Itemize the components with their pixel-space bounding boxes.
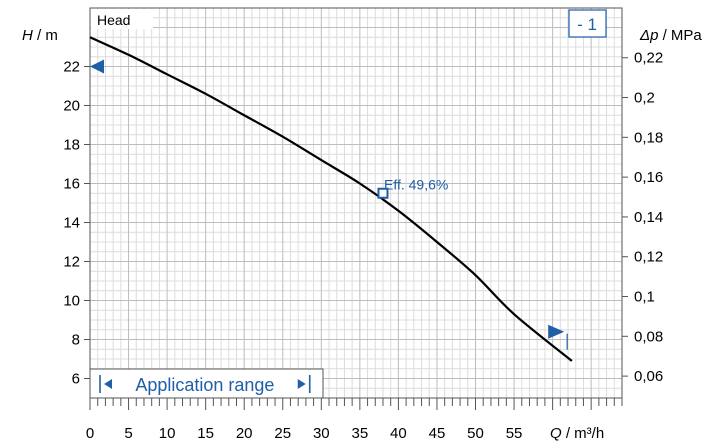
svg-text:H / m: H / m (22, 27, 58, 44)
right-axis-symbol: Δp (639, 27, 658, 44)
x-axis-tick-label: 0 (86, 425, 94, 442)
max-range-triangle-icon (548, 324, 565, 339)
x-axis-tick-label: 45 (429, 425, 446, 442)
left-axis-tick-label: 22 (63, 59, 80, 76)
curve-badge-label: - 1 (577, 15, 597, 34)
left-axis-unit: / m (33, 27, 58, 44)
right-axis-tick-label: 0,2 (634, 90, 655, 107)
plot-frame (89, 7, 623, 399)
right-axis-tick-label: 0,14 (634, 209, 663, 226)
min-range-triangle-icon (90, 59, 104, 74)
svg-text:Δp / MPa: Δp / MPa (639, 27, 702, 44)
x-axis-tick-label: 25 (274, 425, 291, 442)
x-axis-tick-label: 20 (236, 425, 253, 442)
left-axis-tick-label: 12 (63, 254, 80, 271)
x-axis-title: Q / m³/h (550, 425, 604, 442)
x-axis-tick-label: 35 (352, 425, 369, 442)
left-axis-tick-label: 14 (63, 215, 80, 232)
application-range-right-arrow-icon (297, 379, 306, 389)
left-axis-title: H / m (22, 27, 58, 44)
x-axis-tick-label: 30 (313, 425, 330, 442)
right-axis-tick-label: 0,12 (634, 249, 663, 266)
right-axis-ticks: 0,06 0,08 0,1 0,12 0,14 0,16 0,18 0,2 0,22 (622, 50, 663, 385)
x-axis-ticks: 0 5 10 15 20 25 30 35 40 45 50 55 (86, 398, 623, 442)
right-axis-tick-label: 0,1 (634, 289, 655, 306)
x-axis-tick-label: 55 (506, 425, 523, 442)
efficiency-marker[interactable] (377, 187, 389, 199)
right-axis-tick-label: 0,22 (634, 50, 663, 67)
right-axis-title: Δp / MPa (639, 27, 702, 44)
application-range-box[interactable]: Application range (89, 368, 324, 399)
x-axis-tick-label: 50 (467, 425, 484, 442)
left-axis-tick-label: 6 (72, 371, 80, 388)
right-axis-tick-label: 0,08 (634, 328, 663, 345)
chart-title: Head (97, 12, 130, 28)
left-axis-ticks: 6 8 10 12 14 16 18 20 22 (63, 59, 90, 388)
curve-badge[interactable] (568, 9, 607, 38)
left-axis-tick-label: 20 (63, 98, 80, 115)
right-axis-unit: / MPa (658, 27, 702, 44)
efficiency-label: Eff. 49,6% (384, 176, 448, 192)
right-axis-tick-label: 0,06 (634, 368, 663, 385)
left-axis-tick-label: 18 (63, 137, 80, 154)
svg-text:Q / m³/h: Q / m³/h (550, 425, 604, 442)
left-axis-symbol: H (22, 27, 33, 44)
head-curve (89, 36, 573, 362)
x-axis-unit: / m³/h (562, 425, 605, 442)
x-axis-symbol: Q (550, 425, 562, 442)
x-axis-tick-label: 15 (197, 425, 214, 442)
x-axis-tick-label: 5 (124, 425, 132, 442)
right-axis-tick-label: 0,18 (634, 129, 663, 146)
right-axis-tick-label: 0,16 (634, 169, 663, 186)
x-axis-tick-label: 40 (390, 425, 407, 442)
left-axis-tick-label: 10 (63, 293, 80, 310)
application-range-label: Application range (135, 375, 274, 395)
application-range-left-arrow-icon (104, 379, 113, 389)
left-axis-tick-label: 8 (72, 332, 80, 349)
left-axis-tick-label: 16 (63, 176, 80, 193)
x-axis-tick-label: 10 (159, 425, 176, 442)
title-box (91, 9, 153, 29)
minor-grid (90, 8, 622, 398)
major-grid (90, 8, 622, 398)
